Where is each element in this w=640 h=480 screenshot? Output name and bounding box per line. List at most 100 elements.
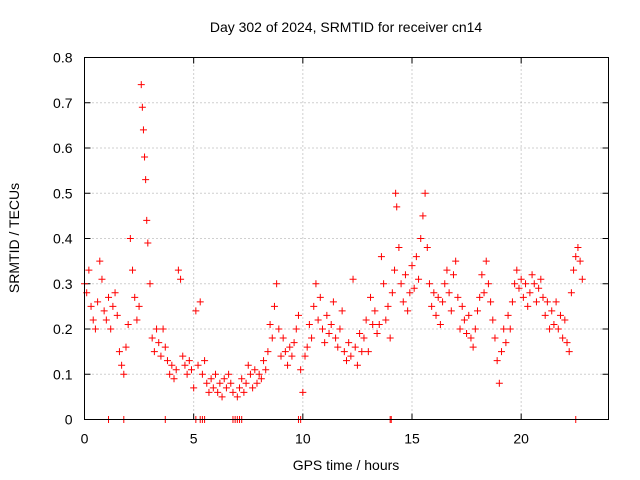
data-point [369,320,377,328]
data-point [266,320,274,328]
data-point [281,348,289,356]
data-point [504,311,512,319]
data-point [345,339,353,347]
data-point [216,379,224,387]
y-tick-label: 0.2 [53,321,73,337]
data-point [148,334,156,342]
data-point [513,266,521,274]
data-point [576,257,584,265]
data-point [181,361,189,369]
data-point [170,375,178,383]
data-point [469,343,477,351]
data-point [546,325,554,333]
data-point [305,320,313,328]
data-point [131,293,139,301]
data-point [138,103,146,111]
data-point [493,357,501,365]
data-point [246,370,254,378]
data-point [578,275,586,283]
data-point [539,293,547,301]
data-point [292,325,300,333]
data-point [122,343,130,351]
data-point [321,339,329,347]
data-point [214,388,222,396]
data-point [222,384,230,392]
data-point [229,388,237,396]
data-point [257,375,265,383]
data-point [100,307,108,315]
data-point [351,343,359,351]
data-point [209,384,217,392]
data-point [133,316,141,324]
data-point [397,280,405,288]
data-point [163,357,171,365]
data-point [201,357,209,365]
data-point [572,253,580,261]
data-point [143,216,151,224]
data-point [356,330,364,338]
data-point [373,330,381,338]
data-point [338,307,346,315]
data-point [102,316,110,324]
data-point [401,271,409,279]
data-point [552,298,560,306]
data-points [81,81,586,423]
data-point [294,311,302,319]
data-point [467,334,475,342]
data-point [511,280,519,288]
data-point [236,384,244,392]
data-point [362,316,370,324]
y-tick-label: 0.1 [53,366,73,382]
data-point [111,289,119,297]
data-point [253,379,261,387]
data-point [380,280,388,288]
data-point [454,293,462,301]
data-point [312,280,320,288]
data-point [290,339,298,347]
data-point [425,280,433,288]
data-point [515,284,523,292]
data-point [458,302,466,310]
y-tick-label: 0.5 [53,185,73,201]
data-point [301,352,309,360]
data-point [157,352,165,360]
data-point [395,244,403,252]
data-point [447,307,455,315]
data-point [218,393,226,401]
x-axis-label: GPS time / hours [293,457,400,473]
y-tick-label: 0 [65,412,73,428]
data-point [225,370,233,378]
data-point [129,266,137,274]
data-point [367,293,375,301]
data-point [98,275,106,283]
data-point [150,348,158,356]
data-point [541,311,549,319]
data-point [126,235,134,242]
data-point [358,348,366,356]
data-point [430,289,438,297]
data-point [194,361,202,369]
data-point [432,311,440,319]
data-point [179,352,187,360]
data-point [465,311,473,319]
chart-title: Day 302 of 2024, SRMTID for receiver cn1… [210,19,483,35]
data-point [144,239,152,247]
data-point [528,271,536,279]
data-point [325,330,333,338]
data-point [275,325,283,333]
data-point [423,244,431,252]
x-axis: 0 5 10 15 20 [81,57,529,447]
data-point [419,212,427,220]
y-tick-label: 0.7 [53,95,73,111]
data-point [233,393,241,401]
grid [84,57,609,420]
data-point [327,320,335,328]
data-point [392,189,400,197]
data-point [556,311,564,319]
data-point [168,361,176,369]
data-point [155,339,163,347]
data-point [284,361,292,369]
data-point [456,325,464,333]
x-tick-label: 0 [81,431,89,447]
